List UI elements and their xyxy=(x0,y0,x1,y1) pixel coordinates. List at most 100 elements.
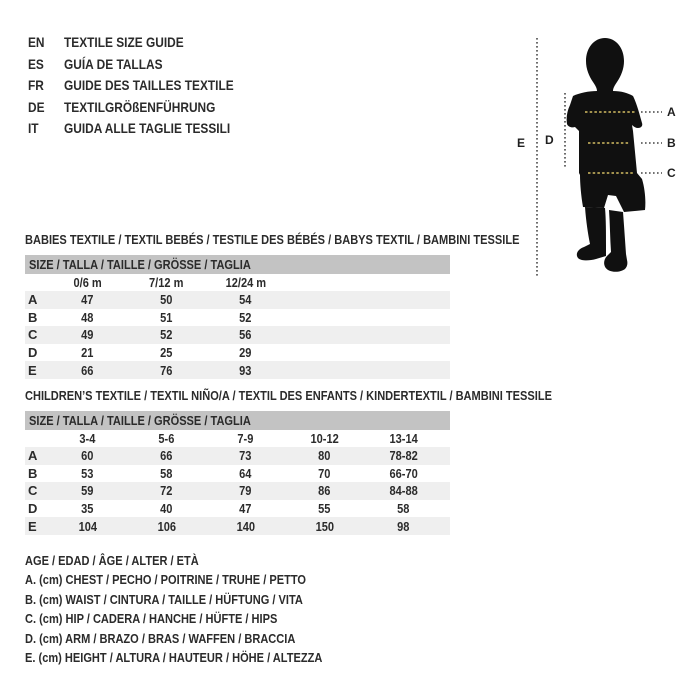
table-row: E 66 76 93 xyxy=(25,361,450,379)
measurement-figure: A B C D E xyxy=(517,38,676,277)
legend-line-waist: B. (cm) WAIST / CINTURA / TAILLE / HÜFTU… xyxy=(25,591,303,607)
silhouette-body xyxy=(566,38,646,212)
table-cell: 29 xyxy=(239,345,252,361)
column-header: 13-14 xyxy=(389,431,418,446)
language-title: GUÍA DE TALLAS xyxy=(64,55,163,72)
row-label: E xyxy=(28,362,37,378)
row-label: C xyxy=(28,483,38,499)
table-cell: 58 xyxy=(397,501,410,517)
table-cell: 76 xyxy=(160,362,173,378)
table-cell: 52 xyxy=(239,309,252,325)
table-cell: 48 xyxy=(81,309,94,325)
table-cell: 47 xyxy=(239,501,252,517)
row-label: D xyxy=(28,501,38,517)
column-header: 7-9 xyxy=(237,431,254,446)
figure-label-hip: C xyxy=(667,166,676,180)
table-cell: 84-88 xyxy=(389,483,418,499)
table-cell: 72 xyxy=(160,483,173,499)
children-table: CHILDREN’S TEXTILE / TEXTIL NIÑO/A / TEX… xyxy=(25,388,552,535)
legend-line-arm: D. (cm) ARM / BRAZO / BRAS / WAFFEN / BR… xyxy=(25,630,296,646)
language-code: ES xyxy=(28,55,44,72)
babies-table-title: BABIES TEXTILE / TEXTIL BEBÉS / TESTILE … xyxy=(25,232,520,247)
language-code: EN xyxy=(28,34,45,50)
column-header-spacer xyxy=(25,274,48,291)
table-cell: 25 xyxy=(160,345,173,361)
language-title: GUIDE DES TAILLES TEXTILE xyxy=(64,77,234,93)
language-code: FR xyxy=(28,77,44,93)
table-cell: 53 xyxy=(81,465,94,481)
table-row: A 47 50 54 xyxy=(25,291,450,309)
babies-column-header-row: 0/6 m 7/12 m 12/24 m xyxy=(25,274,450,291)
legend-line-chest: A. (cm) CHEST / PECHO / POITRINE / TRUHE… xyxy=(25,572,306,588)
table-row: D 35 40 47 55 58 xyxy=(25,500,450,518)
language-row-es: ES GUÍA DE TALLAS xyxy=(28,54,264,76)
children-table-title: CHILDREN’S TEXTILE / TEXTIL NIÑO/A / TEX… xyxy=(25,388,552,403)
table-cell: 60 xyxy=(81,448,94,464)
table-cell: 70 xyxy=(318,465,331,481)
row-label: C xyxy=(28,327,38,343)
table-cell: 150 xyxy=(315,518,334,534)
measurement-legend: AGE / EDAD / ÂGE / ALTER / ETÀ A. (cm) C… xyxy=(25,551,375,667)
babies-table-body: A 47 50 54 B 48 51 52 C 49 52 56 D 21 25 29 E 66 76 93 xyxy=(25,291,450,379)
size-header-label: SIZE / TALLA / TAILLE / GRÖSSE / TAGLIA xyxy=(29,413,251,428)
table-row: B 53 58 64 70 66-70 xyxy=(25,465,450,483)
children-column-header-row: 3-4 5-6 7-9 10-12 13-14 xyxy=(25,430,450,447)
language-row-it: IT GUIDA ALLE TAGLIE TESSILI xyxy=(28,118,264,140)
language-title: TEXTILE SIZE GUIDE xyxy=(64,34,184,50)
table-row: D 21 25 29 xyxy=(25,344,450,362)
language-title: GUIDA ALLE TAGLIE TESSILI xyxy=(64,120,231,136)
column-header: 0/6 m xyxy=(73,275,102,290)
child-silhouette-icon xyxy=(566,38,646,272)
table-cell: 80 xyxy=(318,448,331,464)
row-label: E xyxy=(28,518,37,534)
babies-table: BABIES TEXTILE / TEXTIL BEBÉS / TESTILE … xyxy=(25,232,519,379)
table-cell: 78-82 xyxy=(389,448,418,464)
table-cell: 49 xyxy=(81,327,94,343)
column-header: 5-6 xyxy=(158,431,175,446)
table-cell: 47 xyxy=(81,292,94,308)
table-cell: 79 xyxy=(239,483,252,499)
children-table-body: A 60 66 73 80 78-82 B 53 58 64 70 66-70 C 59 72 79 86 84-… xyxy=(25,447,450,535)
table-cell: 104 xyxy=(78,518,97,534)
table-cell: 66-70 xyxy=(389,465,418,481)
language-row-de: DE TEXTILGRÖßENFÜHRUNG xyxy=(28,97,264,119)
table-cell: 98 xyxy=(397,518,410,534)
table-cell: 52 xyxy=(160,327,173,343)
legend-line-hip: C. (cm) HIP / CADERA / HANCHE / HÜFTE / … xyxy=(25,611,278,627)
row-label: B xyxy=(28,465,38,481)
row-label: D xyxy=(28,345,38,361)
babies-size-header-bar: SIZE / TALLA / TAILLE / GRÖSSE / TAGLIA xyxy=(25,255,450,274)
table-row: A 60 66 73 80 78-82 xyxy=(25,447,450,465)
language-list: EN TEXTILE SIZE GUIDE ES GUÍA DE TALLAS … xyxy=(28,32,264,140)
table-cell: 21 xyxy=(81,345,94,361)
row-label: A xyxy=(28,292,38,308)
figure-label-height: E xyxy=(517,136,525,150)
figure-label-waist: B xyxy=(667,136,676,150)
table-cell: 50 xyxy=(160,292,173,308)
children-size-header-bar: SIZE / TALLA / TAILLE / GRÖSSE / TAGLIA xyxy=(25,411,450,430)
legend-line-height: E. (cm) HEIGHT / ALTURA / HAUTEUR / HÖHE… xyxy=(25,650,323,666)
language-code: DE xyxy=(28,98,45,115)
table-cell: 55 xyxy=(318,501,331,517)
column-header: 7/12 m xyxy=(149,275,184,290)
table-cell: 54 xyxy=(239,292,252,308)
table-cell: 59 xyxy=(81,483,94,499)
column-header: 12/24 m xyxy=(225,275,266,290)
table-cell: 140 xyxy=(236,518,255,534)
column-header: 10-12 xyxy=(310,431,339,446)
size-header-label: SIZE / TALLA / TAILLE / GRÖSSE / TAGLIA xyxy=(29,257,251,272)
language-row-en: EN TEXTILE SIZE GUIDE xyxy=(28,32,264,54)
table-cell: 106 xyxy=(157,518,176,534)
silhouette-right-leg xyxy=(604,210,628,272)
table-cell: 73 xyxy=(239,448,252,464)
row-label: B xyxy=(28,309,38,325)
column-header: 3-4 xyxy=(79,431,96,446)
table-row: C 49 52 56 xyxy=(25,326,450,344)
row-label: A xyxy=(28,448,38,464)
legend-line-age: AGE / EDAD / ÂGE / ALTER / ETÀ xyxy=(25,553,199,568)
table-cell: 58 xyxy=(160,465,173,481)
silhouette-left-leg xyxy=(576,207,606,261)
table-row: C 59 72 79 86 84-88 xyxy=(25,482,450,500)
table-row: B 48 51 52 xyxy=(25,309,450,327)
